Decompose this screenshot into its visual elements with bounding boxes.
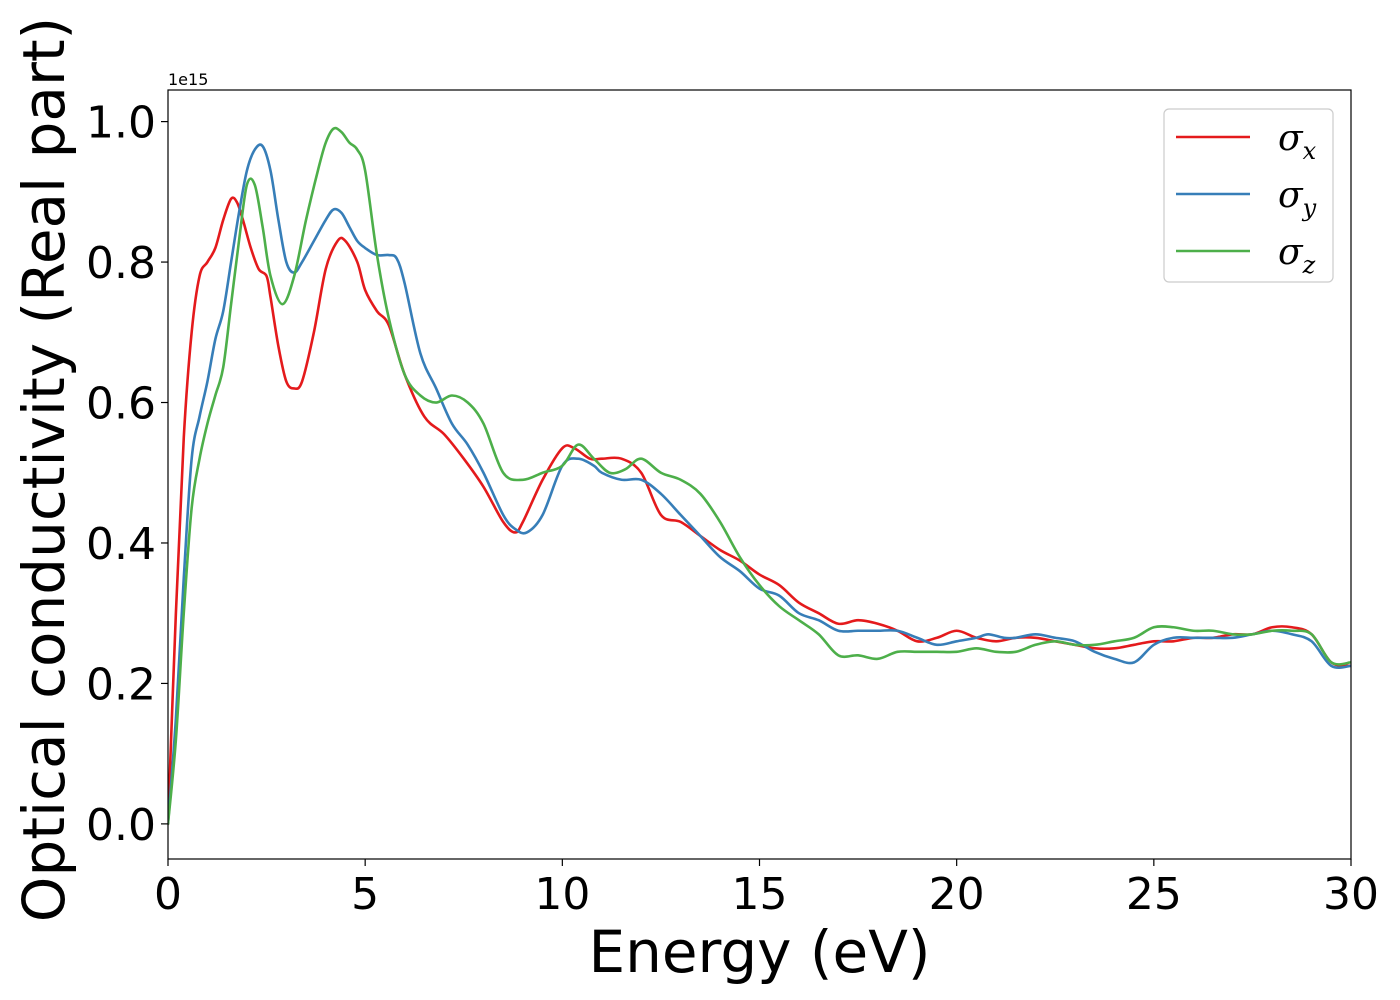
y-axis-label: Optical conductivity (Real part) (10, 17, 78, 922)
y-tick-label: 0.2 (86, 659, 156, 710)
y-tick-label: 0.4 (86, 519, 156, 570)
legend-label-y: σy (1278, 175, 1317, 222)
series-layer (168, 126, 1351, 826)
x-tick-label: 15 (732, 869, 788, 920)
legend-symbol: σ (1278, 232, 1304, 273)
x-axis-label: Energy (eV) (588, 918, 930, 986)
y-offset-label: 1e15 (168, 70, 208, 89)
legend-subscript: y (1302, 194, 1317, 222)
x-tick-label: 0 (154, 869, 182, 920)
series-line-z (168, 126, 1351, 826)
legend-subscript: z (1302, 251, 1316, 279)
legend-label-x: σx (1278, 118, 1317, 165)
y-tick-label: 0.8 (86, 238, 156, 289)
x-tick-label: 25 (1126, 869, 1182, 920)
legend-label-z: σz (1278, 232, 1316, 279)
legend-box (1163, 108, 1334, 283)
y-tick-label: 0.0 (86, 800, 156, 851)
legend-symbol: σ (1278, 175, 1304, 216)
x-tick-label: 30 (1323, 869, 1379, 920)
legend-subscript: x (1303, 137, 1317, 165)
x-tick-label: 20 (929, 869, 985, 920)
y-tick-label: 1.0 (86, 98, 156, 149)
y-axis: 0.0 0.2 0.4 0.6 0.8 1.0 (86, 98, 168, 851)
x-axis: 0 5 10 15 20 25 30 (154, 859, 1379, 920)
legend-symbol: σ (1278, 118, 1304, 159)
series-line-x (168, 196, 1351, 826)
plot-area (167, 89, 1352, 860)
x-tick-label: 5 (351, 869, 379, 920)
x-tick-label: 10 (534, 869, 590, 920)
y-tick-label: 0.6 (86, 379, 156, 430)
